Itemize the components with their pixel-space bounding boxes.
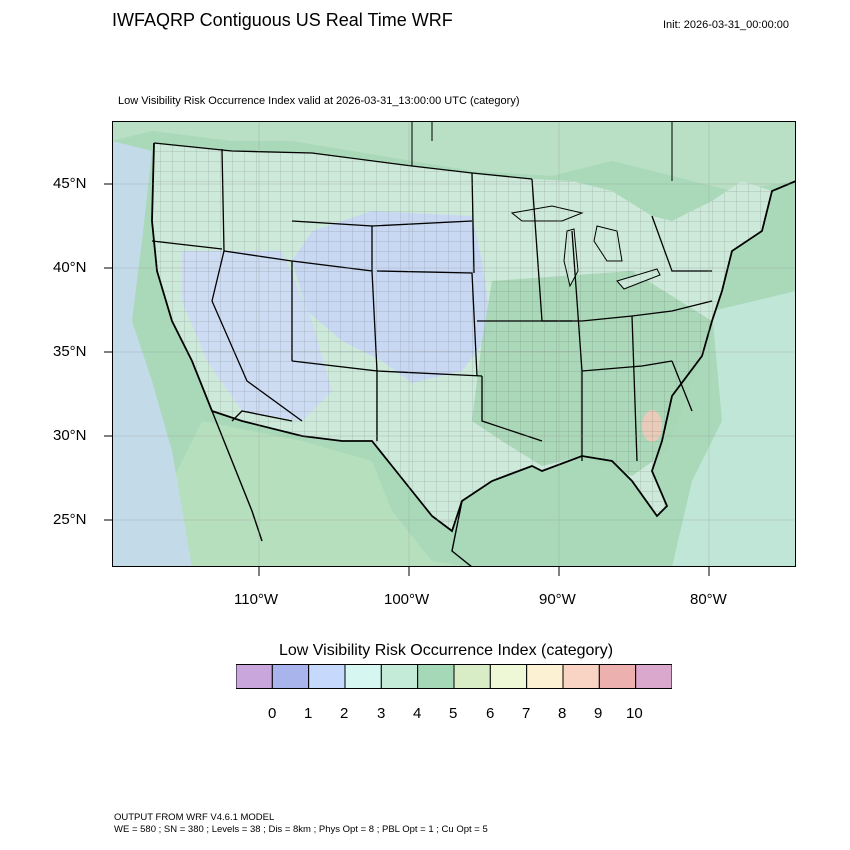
lon-label-90: 90°W <box>539 591 576 608</box>
colorbar-label-8: 8 <box>558 705 567 722</box>
lon-label-80: 80°W <box>690 591 727 608</box>
colorbar-label-2: 2 <box>340 705 349 722</box>
colorbar-label-1: 1 <box>304 705 313 722</box>
colorbar-swatch-1 <box>271 664 310 689</box>
map-title: IWFAQRP Contiguous US Real Time WRF <box>112 10 453 30</box>
map-panel <box>112 121 796 567</box>
colorbar-label-9: 9 <box>594 705 603 722</box>
colorbar-swatch-3 <box>344 664 382 689</box>
colorbar-swatch-4 <box>380 664 419 689</box>
colorbar-label-5: 5 <box>449 705 458 722</box>
graticule <box>112 121 796 567</box>
footer-model: OUTPUT FROM WRF V4.6.1 MODEL <box>114 812 275 823</box>
lat-label-25: 25°N <box>53 511 87 528</box>
footer-config: WE = 580 ; SN = 380 ; Levels = 38 ; Dis … <box>114 824 488 835</box>
canada-region <box>112 121 796 191</box>
map-frame <box>112 121 796 567</box>
lon-label-110: 110°W <box>234 591 279 608</box>
county-lines <box>152 143 772 531</box>
mexico-gulf-outline <box>451 500 473 567</box>
lat-label-40: 40°N <box>53 259 87 276</box>
colorbar-label-6: 6 <box>486 705 495 722</box>
colorbar-title: Low Visibility Risk Occurrence Index (ca… <box>279 642 614 659</box>
colorbar-label-4: 4 <box>413 705 422 722</box>
lon-label-100: 100°W <box>384 591 430 608</box>
state-boundaries <box>151 142 713 462</box>
canada-lines <box>411 121 673 181</box>
atlantic-region <box>672 291 796 567</box>
lat-label-35: 35°N <box>53 343 87 360</box>
init-time: Init: 2026-03-31_00:00:00 <box>663 19 789 31</box>
lat-label-45: 45°N <box>53 175 87 192</box>
colorbar-label-10: 10 <box>626 705 643 722</box>
colorbar-swatch-10 <box>598 664 637 689</box>
map-subtitle: Low Visibility Risk Occurrence Index val… <box>118 95 520 107</box>
colorbar-swatch-6 <box>453 664 491 689</box>
colorbar-swatch-2 <box>308 664 346 689</box>
colorbar-swatch-9 <box>562 664 600 689</box>
colorbar-swatch-7 <box>489 664 528 689</box>
colorbar-label-3: 3 <box>377 705 386 722</box>
pacific-region <box>112 141 192 567</box>
lat-label-30: 30°N <box>53 427 87 444</box>
colorbar-swatch-8 <box>526 664 564 689</box>
colorbar-label-7: 7 <box>522 705 531 722</box>
colorbar-swatch-11 <box>635 664 672 689</box>
colorbar <box>236 664 672 689</box>
colorbar-swatch-5 <box>417 664 455 689</box>
colorbar-swatch-0 <box>236 664 273 689</box>
colorbar-label-0: 0 <box>268 705 277 722</box>
coastline <box>151 142 796 533</box>
mexico-region <box>172 421 472 567</box>
